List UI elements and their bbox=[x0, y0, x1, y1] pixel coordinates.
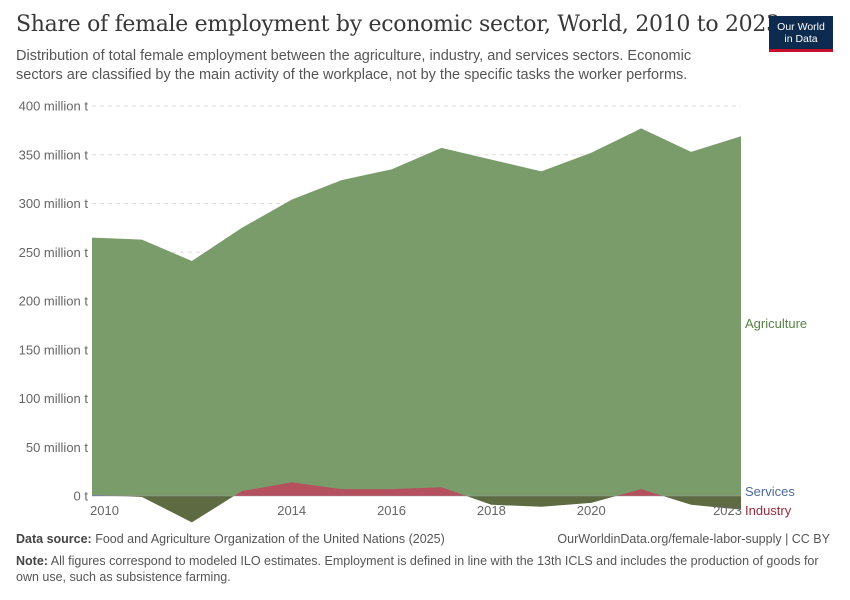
data-source-label: Data source: bbox=[16, 532, 92, 546]
x-tick-label: 2014 bbox=[277, 503, 306, 518]
data-source: Data source: Food and Agriculture Organi… bbox=[16, 532, 445, 546]
y-tick-label: 0 t bbox=[74, 489, 89, 504]
note-text: All figures correspond to modeled ILO es… bbox=[16, 554, 819, 584]
area-agriculture bbox=[92, 128, 741, 497]
x-tick-label: 2020 bbox=[577, 503, 606, 518]
x-tick-label: 2023 bbox=[713, 503, 742, 518]
source-url[interactable]: OurWorldinData.org/female-labor-supply |… bbox=[557, 532, 830, 546]
legend-services: Services bbox=[745, 484, 795, 499]
data-source-text[interactable]: Food and Agriculture Organization of the… bbox=[95, 532, 445, 546]
chart-title: Share of female employment by economic s… bbox=[16, 12, 780, 37]
y-tick-label: 200 million t bbox=[19, 294, 89, 309]
legend-agriculture: Agriculture bbox=[745, 316, 807, 331]
x-tick-label: 2010 bbox=[90, 503, 119, 518]
x-tick-label: 2016 bbox=[377, 503, 406, 518]
owid-logo[interactable]: Our World in Data bbox=[769, 16, 833, 52]
y-tick-label: 350 million t bbox=[19, 147, 89, 162]
x-tick-label: 2018 bbox=[477, 503, 506, 518]
y-tick-label: 250 million t bbox=[19, 245, 89, 260]
note-label: Note: bbox=[16, 554, 48, 568]
y-tick-label: 150 million t bbox=[19, 342, 89, 357]
chart-note: Note: All figures correspond to modeled … bbox=[16, 554, 831, 585]
y-tick-label: 100 million t bbox=[19, 391, 89, 406]
area-industry-group bbox=[92, 482, 741, 523]
area-industry-negative bbox=[92, 496, 741, 523]
area-industry-positive bbox=[92, 482, 741, 496]
legend-industry: Industry bbox=[745, 503, 792, 518]
chart-subtitle: Distribution of total female employment … bbox=[16, 48, 692, 83]
logo-line-2: in Data bbox=[784, 33, 818, 45]
y-tick-label: 50 million t bbox=[26, 440, 89, 455]
y-tick-label: 300 million t bbox=[19, 196, 89, 211]
logo-line-1: Our World bbox=[777, 21, 825, 33]
y-tick-label: 400 million t bbox=[19, 99, 89, 114]
